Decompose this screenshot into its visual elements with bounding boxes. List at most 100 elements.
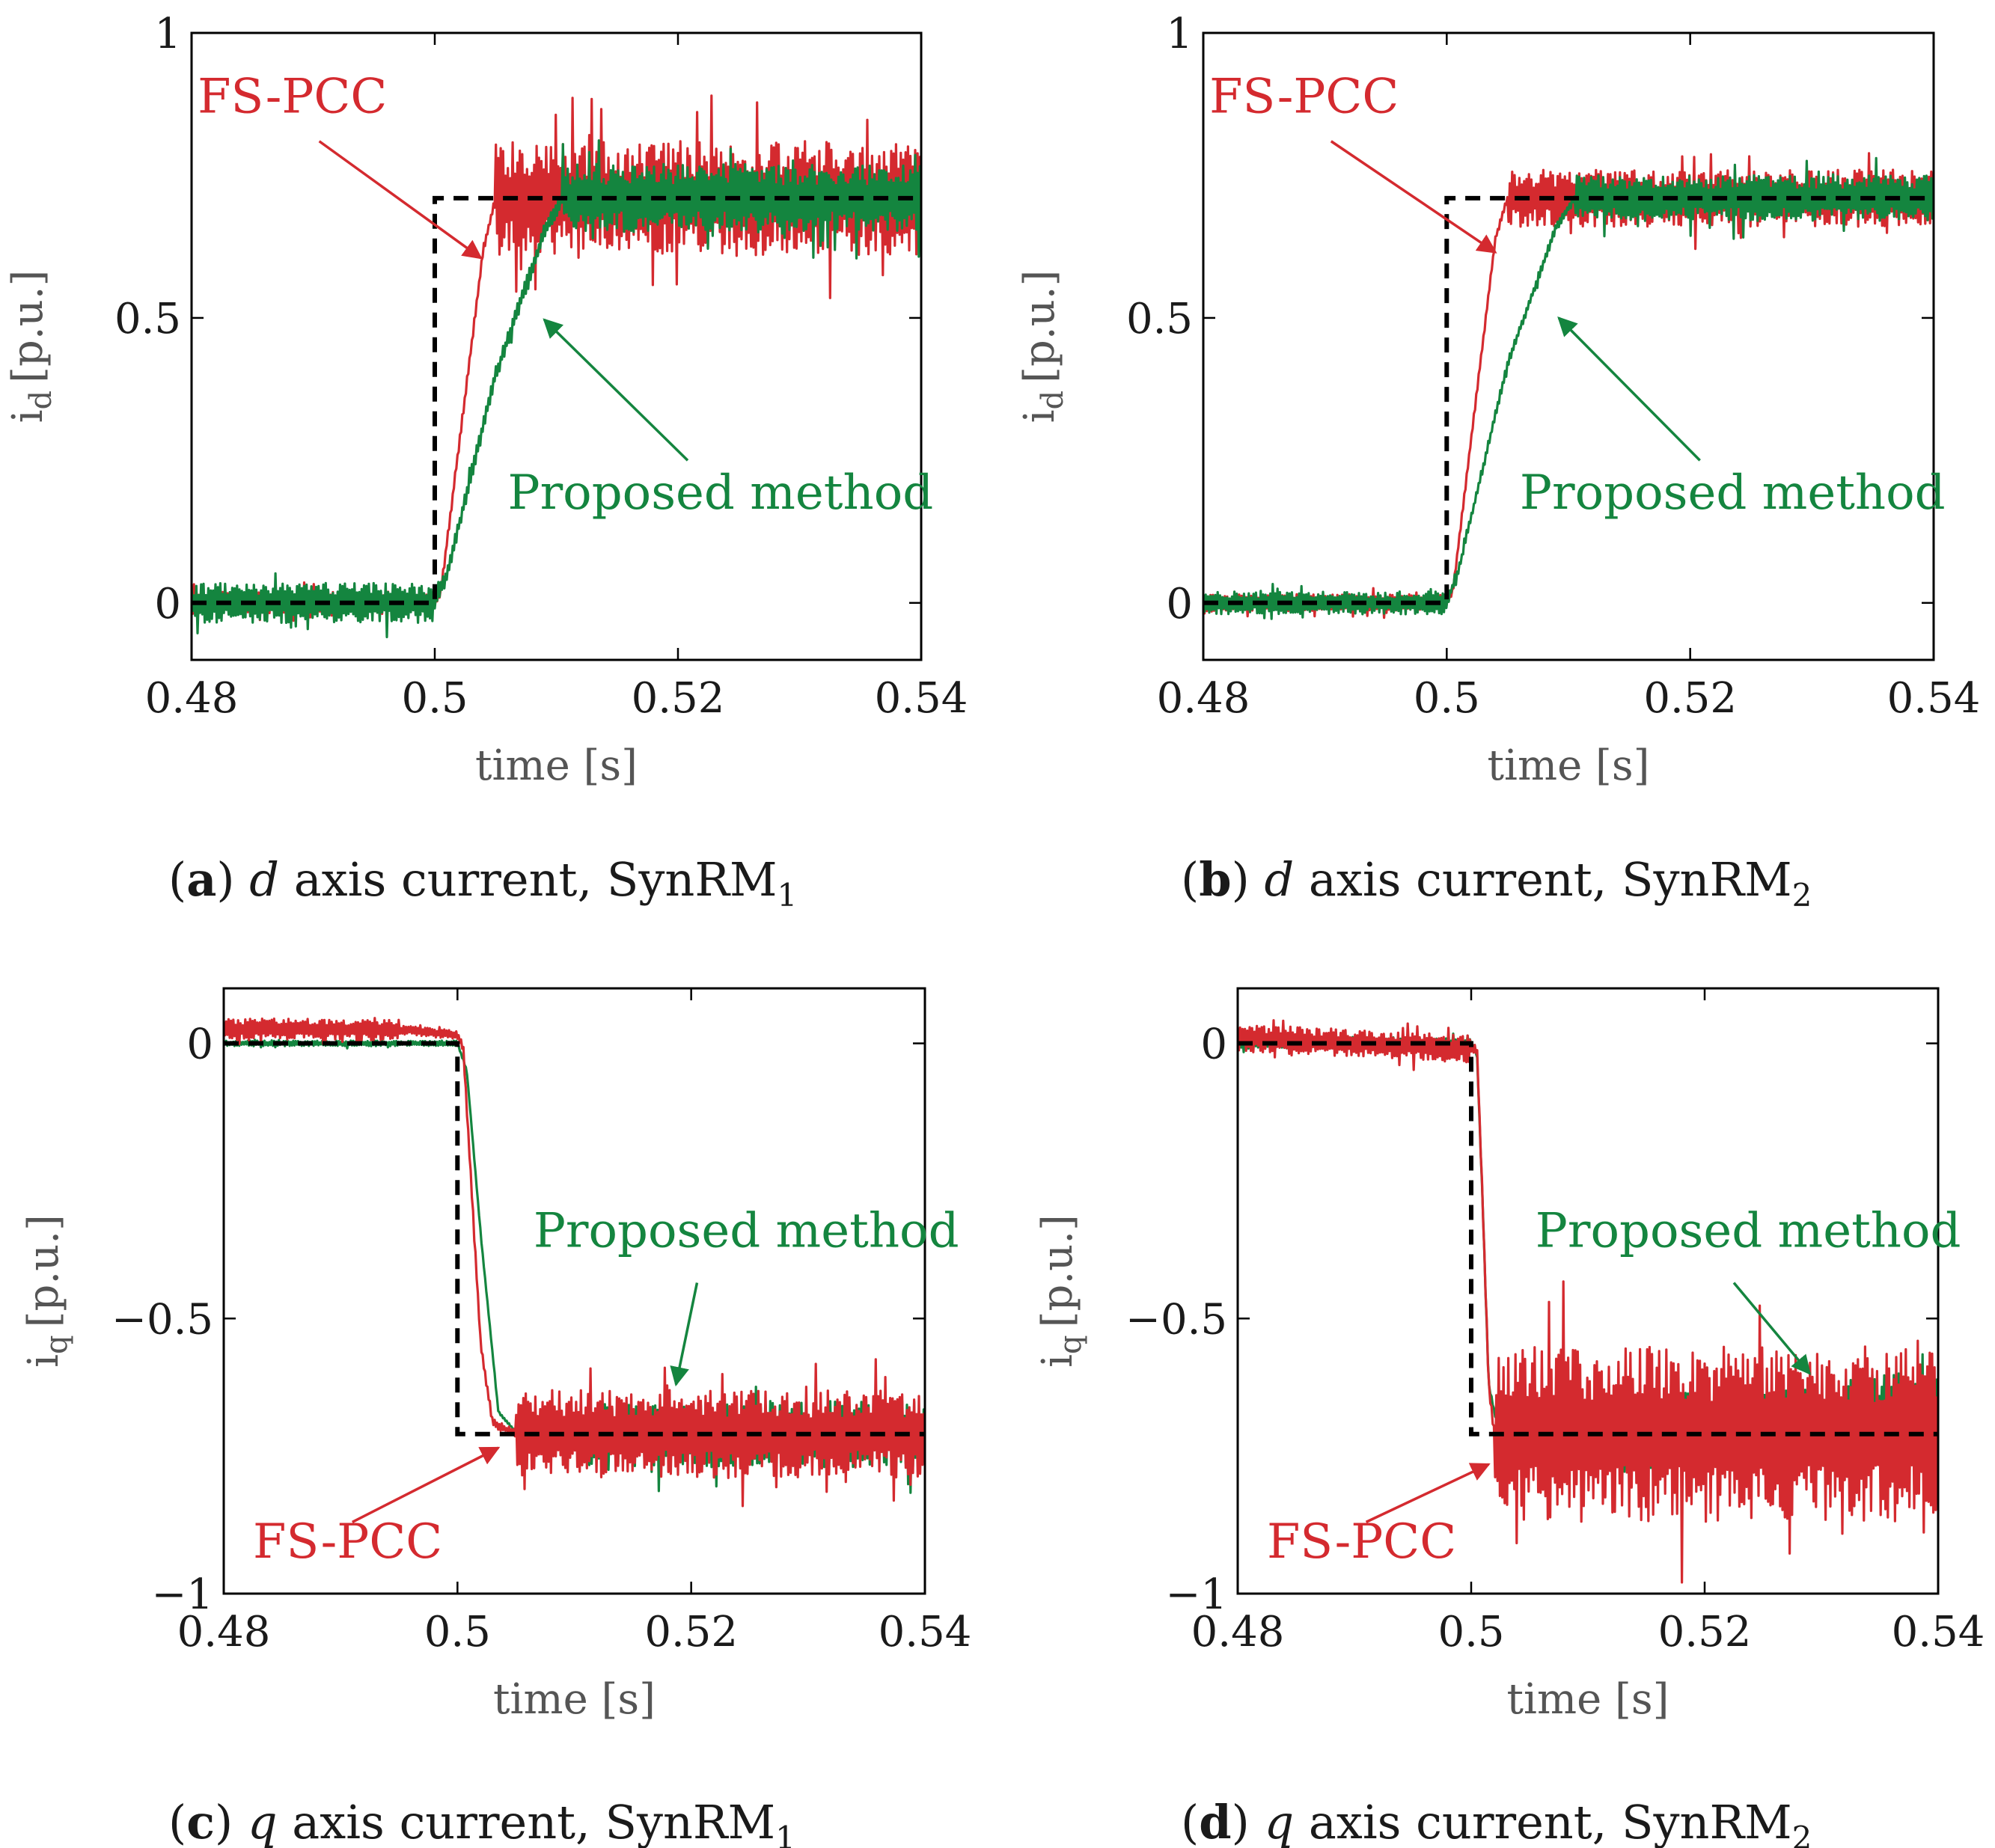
annotation-arrow-proposed-a	[543, 318, 689, 462]
y-tick-label-a-1: 0.5	[114, 295, 181, 343]
x-tick-label-d-1: 0.5	[1438, 1608, 1504, 1656]
series-reference-c	[224, 1041, 925, 1437]
caption-c-subscript: 1	[775, 1820, 795, 1848]
y-axis-label-sub-b: d	[1036, 391, 1070, 410]
y-axis-label-unit-a: [p.u.]	[4, 270, 52, 383]
caption-b-close-paren: )	[1232, 852, 1265, 907]
y-tick-label-d-2: 0	[1200, 1021, 1227, 1069]
series-reference-a	[192, 195, 921, 605]
y-tick-label-d-0: −1	[1165, 1570, 1227, 1619]
annotation-arrow-fs-pcc-c	[351, 1446, 501, 1523]
x-axis-label-d: time [s]	[1507, 1675, 1669, 1724]
x-tick-label-d-0: 0.48	[1191, 1608, 1285, 1656]
caption-a-text: axis current, SynRM	[294, 852, 777, 907]
caption-b-open-paren: (	[1181, 852, 1199, 907]
x-axis-label-a: time [s]	[475, 741, 638, 790]
y-axis-label-unit-b: [p.u.]	[1015, 270, 1064, 383]
y-axis-label-sub-d: q	[1054, 1335, 1088, 1354]
x-tick-label-b-1: 0.5	[1414, 674, 1480, 723]
y-axis-label-base-b: i	[1015, 409, 1064, 423]
annotation-label-proposed-b: Proposed method	[1520, 465, 1946, 521]
x-tick-label-b-2: 0.52	[1643, 674, 1737, 723]
plot-d: 0.48 0.5 0.52 0.54 −1 −0.5 0 time [s] iq [p.u.] FS…	[1033, 987, 1985, 1724]
y-tick-label-c-0: −1	[151, 1570, 213, 1619]
y-tick-label-a-0: 0	[154, 580, 181, 628]
annotation-arrow-proposed-c	[670, 1282, 699, 1387]
series-layer-a	[192, 94, 921, 639]
series-fs-pcc-b	[1203, 152, 1934, 619]
caption-c-letter: c	[186, 1795, 215, 1848]
x-tick-label-c-3: 0.54	[879, 1608, 972, 1656]
series-layer-b	[1203, 152, 1934, 620]
caption-d-open-paren: (	[1181, 1795, 1199, 1848]
y-axis-label-base-a: i	[4, 409, 52, 423]
plot-frame-b	[1202, 31, 1935, 661]
x-tick-label-c-2: 0.52	[644, 1608, 738, 1656]
caption-a-subscript: 1	[777, 877, 797, 914]
plot-frame-c	[222, 987, 926, 1595]
annotation-label-fs-pcc-d: FS-PCC	[1267, 1514, 1456, 1570]
caption-b-text: axis current, SynRM	[1309, 852, 1792, 907]
x-tick-label-a-0: 0.48	[145, 674, 239, 723]
plot-frame-a	[190, 31, 923, 661]
y-axis-label-unit-d: [p.u.]	[1033, 1214, 1082, 1327]
x-tick-label-c-0: 0.48	[177, 1608, 271, 1656]
caption-d-text: axis current, SynRM	[1309, 1795, 1792, 1848]
y-tick-label-d-1: −0.5	[1125, 1295, 1227, 1344]
y-axis-label-sub-a: d	[24, 391, 58, 410]
series-proposed-a	[192, 139, 921, 639]
plot-frame-d	[1236, 987, 1940, 1595]
series-reference-d	[1238, 1041, 1938, 1437]
caption-c-text: axis current, SynRM	[292, 1795, 775, 1848]
x-tick-label-d-2: 0.52	[1658, 1608, 1752, 1656]
y-tick-label-b-1: 0.5	[1126, 295, 1193, 343]
caption-a-open-paren: (	[168, 852, 186, 907]
caption-b: (b) d axis current, SynRM2	[1181, 852, 1812, 914]
plot-b: 0.48 0.5 0.52 0.54 0 0.5 1 time [s] id [p.u.] FS-P…	[1015, 10, 1980, 790]
x-tick-label-d-3: 0.54	[1892, 1608, 1985, 1656]
annotation-label-fs-pcc-a: FS-PCC	[198, 70, 387, 125]
series-layer-d	[1238, 1019, 1938, 1584]
caption-c-close-paren: )	[215, 1795, 248, 1848]
x-tick-label-b-3: 0.54	[1887, 674, 1981, 723]
series-proposed-b	[1203, 156, 1934, 620]
x-tick-label-a-2: 0.52	[632, 674, 725, 723]
x-tick-label-a-1: 0.5	[401, 674, 468, 723]
caption-c-open-paren: (	[168, 1795, 186, 1848]
y-tick-label-a-2: 1	[154, 10, 181, 58]
y-axis-label-d: iq [p.u.]	[1033, 1214, 1088, 1368]
series-layer-c	[224, 1017, 925, 1508]
caption-d-letter: d	[1199, 1795, 1231, 1848]
y-tick-label-c-2: 0	[186, 1021, 213, 1069]
annotation-arrow-fs-pcc-d	[1365, 1463, 1491, 1523]
caption-b-axis: d	[1264, 852, 1294, 907]
series-fs-pcc-c	[224, 1017, 925, 1508]
caption-d-axis: q	[1264, 1795, 1294, 1848]
annotation-label-proposed-d: Proposed method	[1536, 1204, 1961, 1259]
annotation-label-proposed-a: Proposed method	[508, 465, 934, 521]
series-reference-b	[1203, 195, 1934, 605]
y-axis-label-c: iq [p.u.]	[19, 1214, 74, 1368]
y-axis-label-b: id [p.u.]	[1015, 270, 1070, 423]
caption-c-axis: q	[248, 1795, 278, 1848]
series-fs-pcc-d	[1238, 1019, 1938, 1584]
annotation-arrow-fs-pcc-b	[1330, 140, 1497, 254]
annotation-label-fs-pcc-c: FS-PCC	[253, 1514, 442, 1570]
caption-d-close-paren: )	[1232, 1795, 1265, 1848]
caption-b-subscript: 2	[1792, 877, 1812, 914]
y-tick-label-c-1: −0.5	[111, 1295, 213, 1344]
caption-a-axis: d	[249, 852, 279, 907]
y-axis-label-a: id [p.u.]	[4, 270, 58, 423]
caption-c: (c) q axis current, SynRM1	[168, 1795, 795, 1848]
plot-c: 0.48 0.5 0.52 0.54 −1 −0.5 0 time [s] iq [p.u.] FS…	[19, 987, 972, 1724]
caption-a: (a) d axis current, SynRM1	[168, 852, 797, 914]
x-axis-label-b: time [s]	[1488, 741, 1650, 790]
y-axis-label-base-d: i	[1033, 1354, 1082, 1368]
y-axis-label-sub-c: q	[40, 1335, 74, 1354]
caption-d-subscript: 2	[1792, 1820, 1812, 1848]
